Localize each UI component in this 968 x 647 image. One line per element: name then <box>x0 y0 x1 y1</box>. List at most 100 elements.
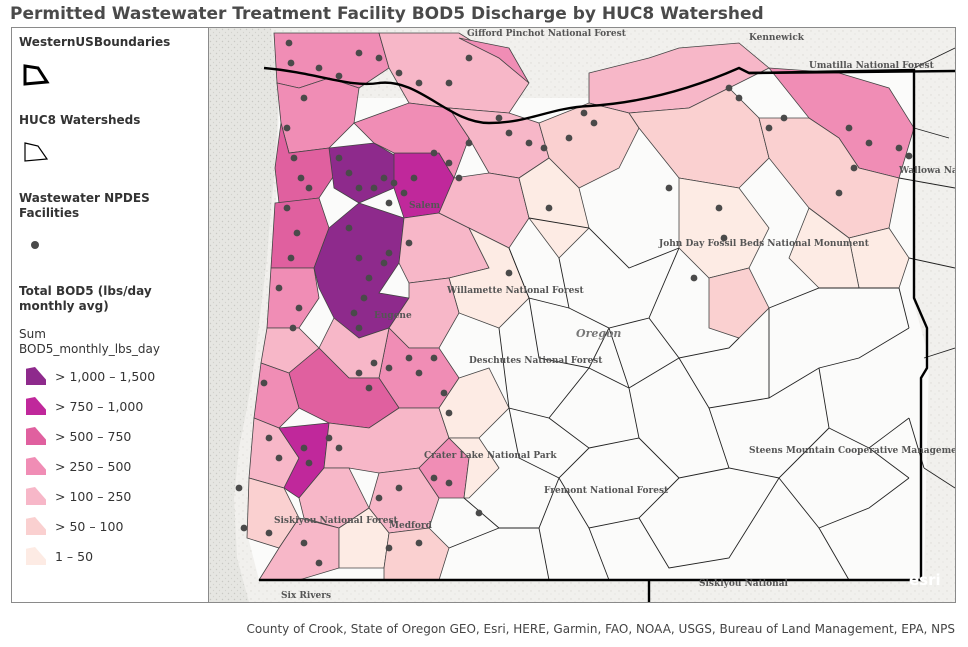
facility-point[interactable] <box>305 184 313 192</box>
facility-point[interactable] <box>720 234 728 242</box>
facility-point[interactable] <box>370 184 378 192</box>
facility-point[interactable] <box>405 239 413 247</box>
facility-point[interactable] <box>295 304 303 312</box>
facility-point[interactable] <box>455 174 463 182</box>
facility-point[interactable] <box>300 539 308 547</box>
facility-point[interactable] <box>365 274 373 282</box>
facility-point[interactable] <box>505 269 513 277</box>
facility-point[interactable] <box>335 154 343 162</box>
facility-point[interactable] <box>275 454 283 462</box>
facility-point[interactable] <box>725 84 733 92</box>
facility-point[interactable] <box>315 64 323 72</box>
facility-point[interactable] <box>260 379 268 387</box>
facility-point[interactable] <box>287 254 295 262</box>
facility-point[interactable] <box>265 434 273 442</box>
facility-point[interactable] <box>300 444 308 452</box>
facility-point[interactable] <box>360 294 368 302</box>
facility-point[interactable] <box>355 369 363 377</box>
facility-point[interactable] <box>375 54 383 62</box>
facility-point[interactable] <box>495 114 503 122</box>
facility-point[interactable] <box>445 409 453 417</box>
facility-point[interactable] <box>835 189 843 197</box>
facility-point[interactable] <box>283 204 291 212</box>
facility-point[interactable] <box>355 324 363 332</box>
facility-point[interactable] <box>265 529 273 537</box>
facility-point[interactable] <box>390 179 398 187</box>
facility-point[interactable] <box>305 459 313 467</box>
facility-point[interactable] <box>715 204 723 212</box>
facility-point[interactable] <box>293 229 301 237</box>
facility-point[interactable] <box>287 59 295 67</box>
facility-point[interactable] <box>430 149 438 157</box>
facility-point[interactable] <box>345 169 353 177</box>
facility-point[interactable] <box>440 389 448 397</box>
facility-point[interactable] <box>545 204 553 212</box>
facility-point[interactable] <box>895 144 903 152</box>
facility-point[interactable] <box>370 359 378 367</box>
facility-point[interactable] <box>385 544 393 552</box>
facility-point[interactable] <box>580 109 588 117</box>
facility-point[interactable] <box>335 72 343 80</box>
map-canvas[interactable]: Gifford Pinchot National Forest Kennewic… <box>209 28 955 602</box>
facility-point[interactable] <box>525 139 533 147</box>
facility-point[interactable] <box>565 134 573 142</box>
facility-point[interactable] <box>845 124 853 132</box>
facility-point[interactable] <box>283 124 291 132</box>
facility-point[interactable] <box>315 559 323 567</box>
facility-point[interactable] <box>735 94 743 102</box>
facility-point[interactable] <box>290 154 298 162</box>
facility-point[interactable] <box>665 184 673 192</box>
facility-point[interactable] <box>365 384 373 392</box>
facility-point[interactable] <box>465 54 473 62</box>
legend-class-label: > 100 – 250 <box>55 488 132 504</box>
facility-point[interactable] <box>300 94 308 102</box>
facility-point[interactable] <box>765 124 773 132</box>
facility-point[interactable] <box>415 79 423 87</box>
facility-point[interactable] <box>415 369 423 377</box>
facility-point[interactable] <box>385 249 393 257</box>
facility-point[interactable] <box>905 152 913 160</box>
facility-point[interactable] <box>240 524 248 532</box>
facility-point[interactable] <box>780 114 788 122</box>
facility-point[interactable] <box>275 284 283 292</box>
facility-point[interactable] <box>540 144 548 152</box>
facility-point[interactable] <box>590 119 598 127</box>
facility-point[interactable] <box>405 354 413 362</box>
facility-point[interactable] <box>355 254 363 262</box>
facility-point[interactable] <box>445 79 453 87</box>
facility-point[interactable] <box>430 354 438 362</box>
facility-point[interactable] <box>380 174 388 182</box>
facility-point[interactable] <box>395 484 403 492</box>
facility-point[interactable] <box>385 199 393 207</box>
facility-point[interactable] <box>355 184 363 192</box>
npdes-facilities[interactable] <box>235 39 913 567</box>
facility-point[interactable] <box>505 129 513 137</box>
facility-point[interactable] <box>375 494 383 502</box>
facility-point[interactable] <box>335 444 343 452</box>
huc8-watersheds[interactable] <box>246 32 915 581</box>
facility-point[interactable] <box>865 139 873 147</box>
facility-point[interactable] <box>385 364 393 372</box>
facility-point[interactable] <box>410 174 418 182</box>
western-us-boundaries[interactable] <box>259 66 955 602</box>
facility-point[interactable] <box>430 474 438 482</box>
facility-point[interactable] <box>297 174 305 182</box>
facility-point[interactable] <box>285 39 293 47</box>
facility-point[interactable] <box>289 324 297 332</box>
facility-point[interactable] <box>465 139 473 147</box>
facility-point[interactable] <box>445 159 453 167</box>
facility-point[interactable] <box>475 509 483 517</box>
facility-point[interactable] <box>325 434 333 442</box>
facility-point[interactable] <box>400 189 408 197</box>
facility-point[interactable] <box>235 484 243 492</box>
facility-point[interactable] <box>690 274 698 282</box>
facility-point[interactable] <box>395 69 403 77</box>
facility-point[interactable] <box>380 259 388 267</box>
facility-point[interactable] <box>355 49 363 57</box>
facility-point[interactable] <box>445 479 453 487</box>
facility-point[interactable] <box>415 539 423 547</box>
map-view[interactable]: Gifford Pinchot National Forest Kennewic… <box>209 28 955 602</box>
facility-point[interactable] <box>345 224 353 232</box>
facility-point[interactable] <box>350 309 358 317</box>
facility-point[interactable] <box>850 164 858 172</box>
